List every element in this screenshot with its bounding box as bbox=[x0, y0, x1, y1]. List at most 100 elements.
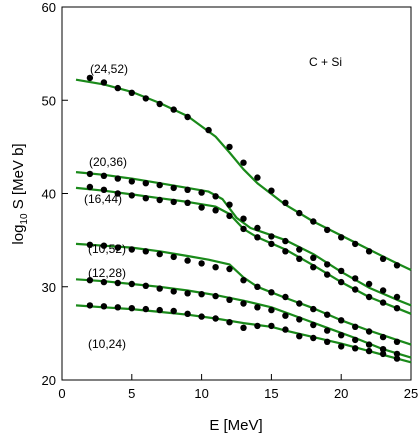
x-tick-label: 20 bbox=[334, 386, 348, 401]
y-axis-title-subscript: 10 bbox=[19, 213, 30, 225]
data-point bbox=[393, 338, 401, 345]
data-point bbox=[86, 170, 94, 178]
data-point bbox=[379, 287, 387, 294]
data-point bbox=[100, 186, 108, 193]
y-axis-title-rest: S [MeV b] bbox=[10, 143, 27, 213]
data-point bbox=[128, 89, 135, 97]
y-tick-label: 20 bbox=[42, 373, 56, 388]
data-point bbox=[205, 126, 212, 134]
data-point bbox=[254, 322, 261, 330]
x-tick-label: 15 bbox=[264, 386, 278, 401]
data-point bbox=[198, 313, 205, 320]
data-point bbox=[268, 233, 275, 240]
data-point bbox=[198, 189, 205, 196]
data-point bbox=[142, 248, 149, 255]
series-curve-1 bbox=[75, 171, 412, 307]
data-point bbox=[352, 336, 359, 344]
data-point bbox=[254, 224, 261, 232]
data-point bbox=[240, 159, 247, 166]
data-point bbox=[296, 255, 303, 262]
x-tick-label: 0 bbox=[58, 386, 65, 401]
data-point bbox=[393, 305, 401, 312]
data-point bbox=[365, 280, 373, 288]
data-point bbox=[296, 300, 303, 307]
data-point bbox=[338, 267, 345, 275]
data-point bbox=[338, 332, 345, 339]
data-point bbox=[365, 248, 373, 255]
data-point bbox=[156, 196, 163, 204]
data-point bbox=[310, 218, 317, 225]
data-point bbox=[86, 183, 94, 191]
data-point bbox=[170, 184, 177, 192]
data-point bbox=[226, 212, 233, 220]
data-point bbox=[156, 100, 163, 108]
series-curve-0 bbox=[75, 78, 412, 271]
data-point bbox=[212, 264, 219, 271]
data-point bbox=[156, 250, 163, 258]
series-label-3: (10,52) bbox=[88, 242, 126, 256]
data-point bbox=[240, 277, 247, 284]
data-point bbox=[254, 174, 261, 181]
series-label-0: (24,52) bbox=[90, 62, 128, 76]
data-point bbox=[184, 113, 191, 121]
data-point bbox=[282, 248, 289, 255]
data-point bbox=[393, 293, 401, 301]
data-point bbox=[324, 261, 331, 268]
x-axis: 0 5 10 15 20 25 bbox=[58, 374, 418, 401]
data-point bbox=[142, 305, 149, 313]
data-point bbox=[338, 343, 345, 350]
data-point bbox=[296, 209, 303, 217]
data-point bbox=[184, 310, 191, 317]
series-label-2: (16,44) bbox=[84, 192, 122, 206]
y-tick-label: 60 bbox=[42, 0, 56, 15]
x-tick-label: 25 bbox=[404, 386, 418, 401]
data-point bbox=[296, 333, 303, 340]
data-point bbox=[156, 285, 163, 292]
data-point bbox=[100, 242, 108, 249]
data-point bbox=[338, 278, 345, 286]
data-point bbox=[86, 302, 94, 309]
data-point bbox=[282, 293, 289, 301]
data-point bbox=[324, 311, 331, 318]
series-curve-5 bbox=[75, 304, 412, 364]
data-point bbox=[282, 326, 289, 333]
data-point bbox=[379, 299, 387, 306]
data-point bbox=[365, 293, 373, 301]
data-point bbox=[282, 237, 289, 245]
data-point bbox=[254, 234, 261, 241]
data-point bbox=[156, 181, 163, 189]
series-labels: (24,52) (20,36) (16,44) (10,52) (12,28) (10,2… bbox=[84, 62, 128, 351]
data-point bbox=[352, 323, 359, 330]
data-point bbox=[310, 264, 317, 271]
data-point bbox=[240, 225, 247, 233]
data-point bbox=[226, 319, 233, 326]
data-point bbox=[393, 350, 401, 358]
data-point bbox=[170, 253, 177, 261]
x-tick-label: 10 bbox=[194, 386, 208, 401]
data-point bbox=[142, 195, 149, 202]
data-point bbox=[170, 307, 177, 315]
data-point bbox=[114, 84, 122, 92]
data-point bbox=[282, 199, 289, 206]
data-point bbox=[86, 74, 94, 82]
data-point bbox=[268, 187, 275, 194]
data-point bbox=[310, 254, 317, 261]
data-point bbox=[240, 300, 247, 307]
data-point bbox=[254, 283, 261, 290]
data-point bbox=[212, 207, 219, 214]
data-point bbox=[324, 226, 331, 234]
data-point bbox=[379, 350, 387, 358]
data-point bbox=[128, 192, 135, 199]
data-point bbox=[226, 201, 233, 208]
data-point bbox=[100, 303, 108, 310]
y-axis-title-main: log bbox=[10, 225, 27, 245]
data-point bbox=[184, 257, 191, 264]
series-label-1: (20,36) bbox=[89, 155, 127, 169]
data-point bbox=[142, 282, 149, 289]
data-point bbox=[352, 240, 359, 248]
data-point bbox=[296, 316, 303, 323]
data-point bbox=[379, 346, 387, 353]
data-point bbox=[393, 355, 401, 362]
data-point bbox=[282, 312, 289, 319]
data-point bbox=[226, 296, 233, 303]
